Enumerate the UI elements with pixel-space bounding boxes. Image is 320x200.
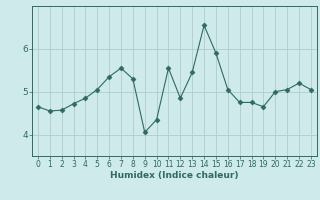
X-axis label: Humidex (Indice chaleur): Humidex (Indice chaleur)	[110, 171, 239, 180]
